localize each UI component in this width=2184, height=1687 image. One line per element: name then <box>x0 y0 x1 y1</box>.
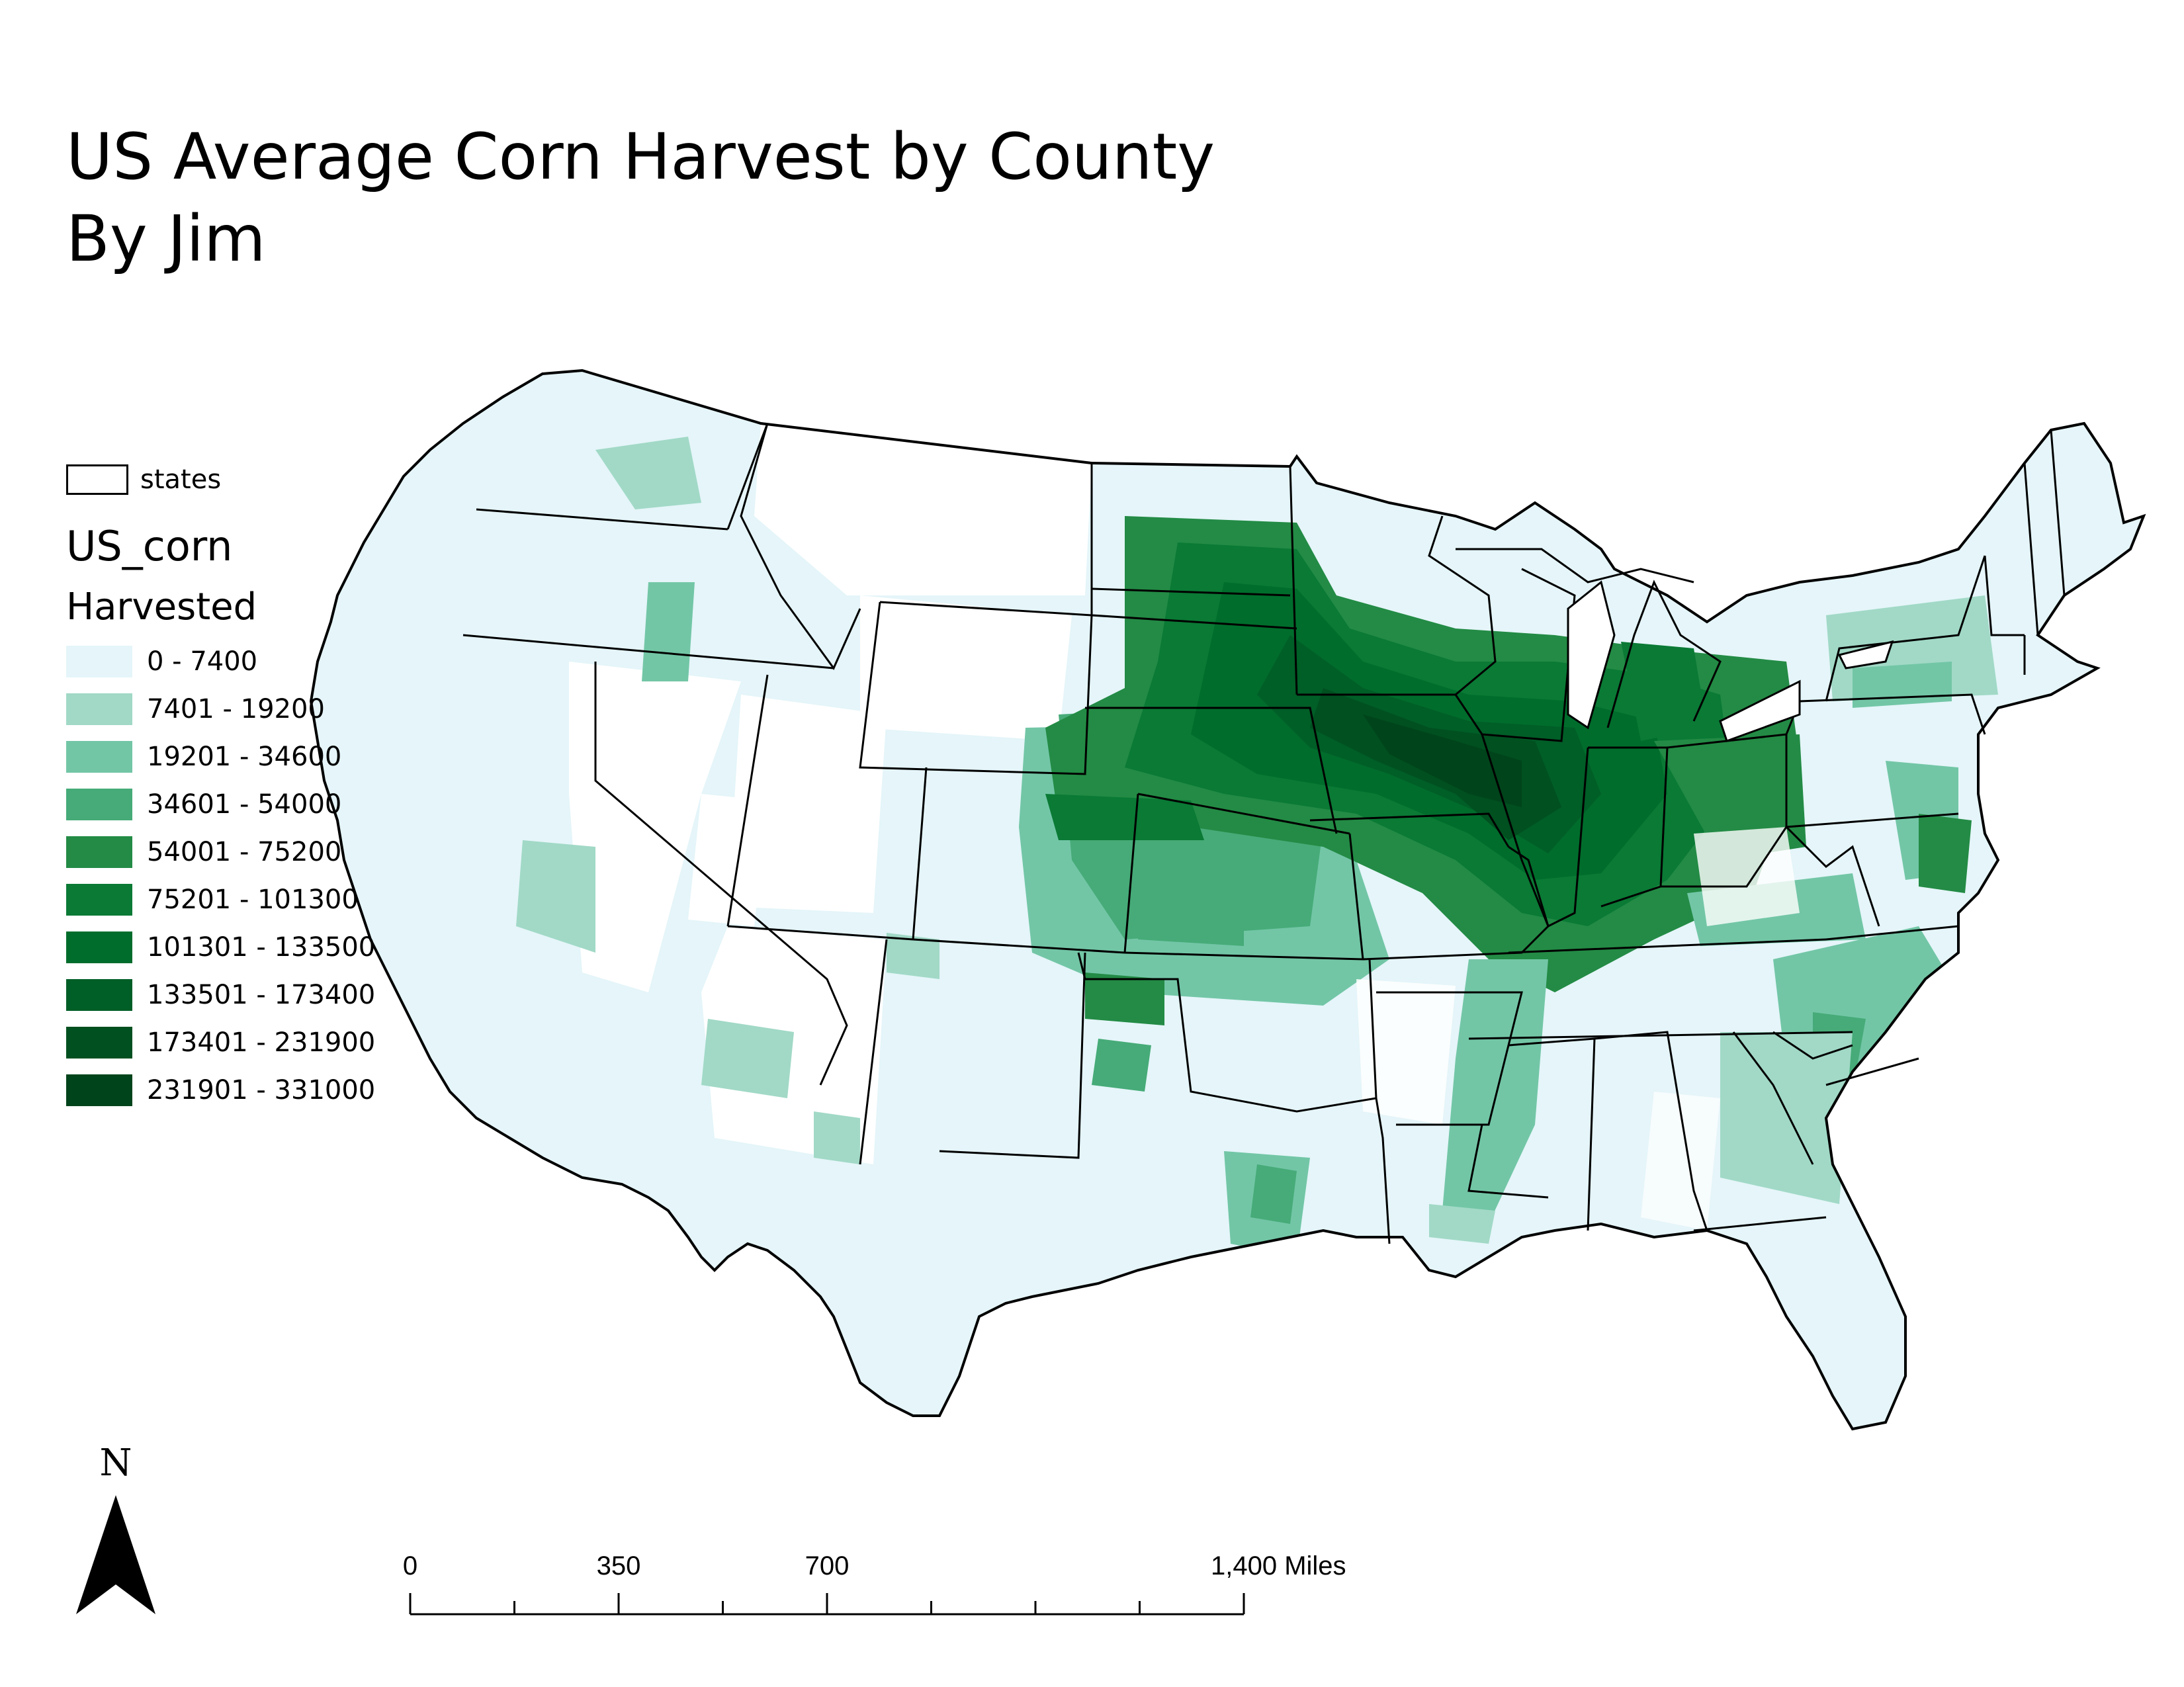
us-outline <box>309 368 2146 1431</box>
legend-swatch <box>66 1074 132 1106</box>
legend-class-3: 34601 - 54000 <box>66 781 375 828</box>
legend-class-label: 101301 - 133500 <box>147 932 376 963</box>
legend-swatch <box>66 789 132 820</box>
legend-swatch <box>66 693 132 725</box>
legend-field-name: Harvested <box>66 585 257 628</box>
north-arrow-right <box>116 1495 155 1614</box>
legend-class-label: 133501 - 173400 <box>147 980 376 1010</box>
legend-class-9: 231901 - 331000 <box>66 1066 375 1114</box>
legend-swatch <box>66 1027 132 1059</box>
legend-swatch <box>66 741 132 773</box>
scale-bar: 0 350 700 1,400 Miles <box>403 1551 1346 1616</box>
legend-swatch <box>66 931 132 963</box>
legend-class-1: 7401 - 19200 <box>66 685 375 733</box>
legend-class-2: 19201 - 34600 <box>66 733 375 781</box>
scale-label: 0 <box>403 1551 417 1580</box>
county-fill-layer <box>311 370 2144 1429</box>
scale-ticks <box>409 1593 1245 1616</box>
legend-class-7: 133501 - 173400 <box>66 971 375 1019</box>
legend-class-4: 54001 - 75200 <box>66 828 375 876</box>
legend-class-8: 173401 - 231900 <box>66 1019 375 1066</box>
north-arrow-left <box>76 1495 116 1614</box>
north-arrow: N <box>76 1442 155 1614</box>
legend-class-0: 0 - 7400 <box>66 638 375 685</box>
map-title: US Average Corn Harvest by County By Jim <box>66 116 1215 280</box>
scale-label: 700 <box>805 1551 850 1580</box>
legend-class-label: 54001 - 75200 <box>147 837 342 867</box>
legend-classes: 0 - 7400 7401 - 19200 19201 - 34600 34601 -… <box>66 638 375 1114</box>
legend-swatch <box>66 836 132 868</box>
legend-class-label: 7401 - 19200 <box>147 694 325 724</box>
title-line-1: US Average Corn Harvest by County <box>66 120 1215 194</box>
scale-labels: 0 350 700 1,400 Miles <box>403 1551 1346 1580</box>
legend-swatch <box>66 979 132 1011</box>
legend-layer-name: US_corn <box>66 522 233 570</box>
title-line-2: By Jim <box>66 202 266 276</box>
legend-class-label: 75201 - 101300 <box>147 885 359 915</box>
legend: states US_corn Harvested 0 - 7400 7401 - … <box>66 463 375 1114</box>
legend-class-5: 75201 - 101300 <box>66 876 375 924</box>
north-label: N <box>100 1442 132 1485</box>
scale-label: 350 <box>597 1551 641 1580</box>
legend-class-label: 34601 - 54000 <box>147 789 342 820</box>
legend-swatch <box>66 646 132 677</box>
legend-swatch <box>66 884 132 916</box>
scale-label: 1,400 Miles <box>1211 1551 1346 1580</box>
state-boundaries <box>462 423 2066 1244</box>
states-swatch <box>66 464 128 495</box>
legend-class-label: 19201 - 34600 <box>147 742 342 772</box>
states-label: states <box>140 464 222 495</box>
great-lakes <box>1567 580 1894 742</box>
legend-class-6: 101301 - 133500 <box>66 924 375 971</box>
legend-states-entry: states <box>66 463 375 496</box>
legend-class-label: 231901 - 331000 <box>147 1075 376 1105</box>
legend-class-label: 173401 - 231900 <box>147 1027 376 1058</box>
legend-class-label: 0 - 7400 <box>147 646 258 677</box>
